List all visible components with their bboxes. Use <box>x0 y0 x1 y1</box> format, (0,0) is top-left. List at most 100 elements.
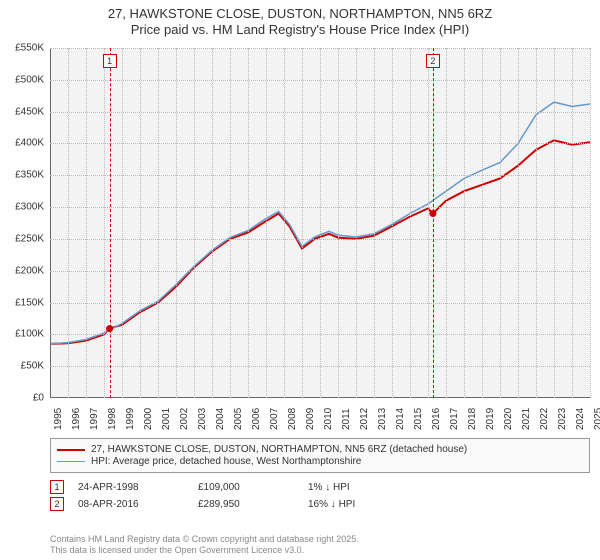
chart-title: 27, HAWKSTONE CLOSE, DUSTON, NORTHAMPTON… <box>0 0 600 39</box>
x-tick-label: 2008 <box>287 408 298 430</box>
plot-area: 12 <box>50 48 590 398</box>
y-tick-label: £550K <box>15 43 44 54</box>
x-tick-label: 2009 <box>305 408 316 430</box>
legend-label: 27, HAWKSTONE CLOSE, DUSTON, NORTHAMPTON… <box>91 444 467 455</box>
x-tick-label: 2014 <box>395 408 406 430</box>
x-axis-labels: 1995 1996 1997 1998 1999 2000 2001 2002 2003 2004… <box>50 400 590 440</box>
x-tick-label: 2006 <box>251 408 262 430</box>
grid-line-v <box>284 48 285 398</box>
grid-line-v <box>518 48 519 398</box>
footnote-date: 08-APR-2016 <box>78 499 198 510</box>
x-tick-label: 1995 <box>53 408 64 430</box>
grid-line-v <box>230 48 231 398</box>
x-tick-label: 2018 <box>467 408 478 430</box>
x-tick-label: 2021 <box>521 408 532 430</box>
sale-marker-line <box>433 48 434 398</box>
y-tick-label: £500K <box>15 74 44 85</box>
y-tick-label: £200K <box>15 265 44 276</box>
y-tick-label: £50K <box>21 361 44 372</box>
x-tick-label: 1999 <box>125 408 136 430</box>
x-tick-label: 2011 <box>341 408 352 430</box>
x-tick-label: 2015 <box>413 408 424 430</box>
x-tick-label: 2016 <box>431 408 442 430</box>
grid-line-v <box>374 48 375 398</box>
title-line-2: Price paid vs. HM Land Registry's House … <box>0 22 600 38</box>
grid-line-v <box>410 48 411 398</box>
x-tick-label: 2005 <box>233 408 244 430</box>
x-tick-label: 2000 <box>143 408 154 430</box>
grid-line-v <box>122 48 123 398</box>
legend-item: HPI: Average price, detached house, West… <box>57 456 583 467</box>
footnote-marker-box: 1 <box>50 480 64 494</box>
footnote-date: 24-APR-1998 <box>78 482 198 493</box>
x-tick-label: 1996 <box>71 408 82 430</box>
grid-line-v <box>500 48 501 398</box>
y-tick-label: £400K <box>15 138 44 149</box>
chart-container: 27, HAWKSTONE CLOSE, DUSTON, NORTHAMPTON… <box>0 0 600 560</box>
x-tick-label: 2013 <box>377 408 388 430</box>
grid-line-v <box>266 48 267 398</box>
attribution: Contains HM Land Registry data © Crown c… <box>50 534 590 556</box>
x-tick-label: 2019 <box>485 408 496 430</box>
grid-line-v <box>392 48 393 398</box>
x-tick-label: 2023 <box>557 408 568 430</box>
y-tick-label: £0 <box>33 393 44 404</box>
x-tick-label: 2024 <box>575 408 586 430</box>
legend-item: 27, HAWKSTONE CLOSE, DUSTON, NORTHAMPTON… <box>57 444 583 455</box>
x-tick-label: 2010 <box>323 408 334 430</box>
grid-line-v <box>572 48 573 398</box>
x-tick-label: 2017 <box>449 408 460 430</box>
footnote-delta: 16% ↓ HPI <box>308 499 428 510</box>
footnote-row: 1 24-APR-1998£109,0001% ↓ HPI <box>50 480 590 494</box>
y-tick-label: £450K <box>15 106 44 117</box>
grid-line-v <box>68 48 69 398</box>
grid-line-v <box>536 48 537 398</box>
grid-line-v <box>590 48 591 398</box>
grid-line-v <box>446 48 447 398</box>
grid-line-v <box>554 48 555 398</box>
sale-marker-box: 1 <box>103 54 117 68</box>
legend-swatch <box>57 461 85 462</box>
x-tick-label: 2001 <box>161 408 172 430</box>
x-tick-label: 2004 <box>215 408 226 430</box>
attribution-line-2: This data is licensed under the Open Gov… <box>50 545 590 556</box>
grid-line-v <box>104 48 105 398</box>
x-tick-label: 2002 <box>179 408 190 430</box>
y-tick-label: £150K <box>15 297 44 308</box>
x-tick-label: 2022 <box>539 408 550 430</box>
grid-line-v <box>302 48 303 398</box>
footnote-marker-box: 2 <box>50 497 64 511</box>
y-tick-label: £100K <box>15 329 44 340</box>
footnote-price: £289,950 <box>198 499 308 510</box>
footnote-price: £109,000 <box>198 482 308 493</box>
y-tick-label: £350K <box>15 170 44 181</box>
grid-line-v <box>248 48 249 398</box>
grid-line-v <box>140 48 141 398</box>
grid-line-v <box>482 48 483 398</box>
grid-line-v <box>212 48 213 398</box>
legend-swatch <box>57 449 85 451</box>
sale-marker-line <box>110 48 111 398</box>
footnote-delta: 1% ↓ HPI <box>308 482 428 493</box>
x-tick-label: 2003 <box>197 408 208 430</box>
x-tick-label: 2025 <box>593 408 600 430</box>
x-tick-label: 2020 <box>503 408 514 430</box>
grid-line-v <box>194 48 195 398</box>
grid-line-v <box>320 48 321 398</box>
legend: 27, HAWKSTONE CLOSE, DUSTON, NORTHAMPTON… <box>50 438 590 473</box>
y-tick-label: £250K <box>15 233 44 244</box>
sale-footnotes: 1 24-APR-1998£109,0001% ↓ HPI 2 08-APR-2016… <box>50 480 590 514</box>
y-axis-labels: £0£50K£100K£150K£200K£250K£300K£350K£400… <box>0 48 48 398</box>
grid-line-v <box>356 48 357 398</box>
legend-label: HPI: Average price, detached house, West… <box>91 456 361 467</box>
grid-line-v <box>158 48 159 398</box>
x-tick-label: 1998 <box>107 408 118 430</box>
attribution-line-1: Contains HM Land Registry data © Crown c… <box>50 534 590 545</box>
grid-line-v <box>86 48 87 398</box>
title-line-1: 27, HAWKSTONE CLOSE, DUSTON, NORTHAMPTON… <box>0 6 600 22</box>
y-tick-label: £300K <box>15 202 44 213</box>
x-tick-label: 2012 <box>359 408 370 430</box>
grid-line-v <box>428 48 429 398</box>
x-tick-label: 1997 <box>89 408 100 430</box>
grid-line-v <box>176 48 177 398</box>
